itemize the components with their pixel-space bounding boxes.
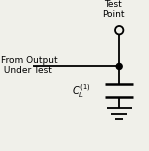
Text: Test
Point: Test Point bbox=[102, 0, 125, 19]
Text: From Output
 Under Test: From Output Under Test bbox=[1, 56, 58, 75]
Circle shape bbox=[115, 26, 123, 34]
Circle shape bbox=[116, 63, 122, 69]
Text: $C_L^{(1)}$: $C_L^{(1)}$ bbox=[72, 82, 91, 100]
